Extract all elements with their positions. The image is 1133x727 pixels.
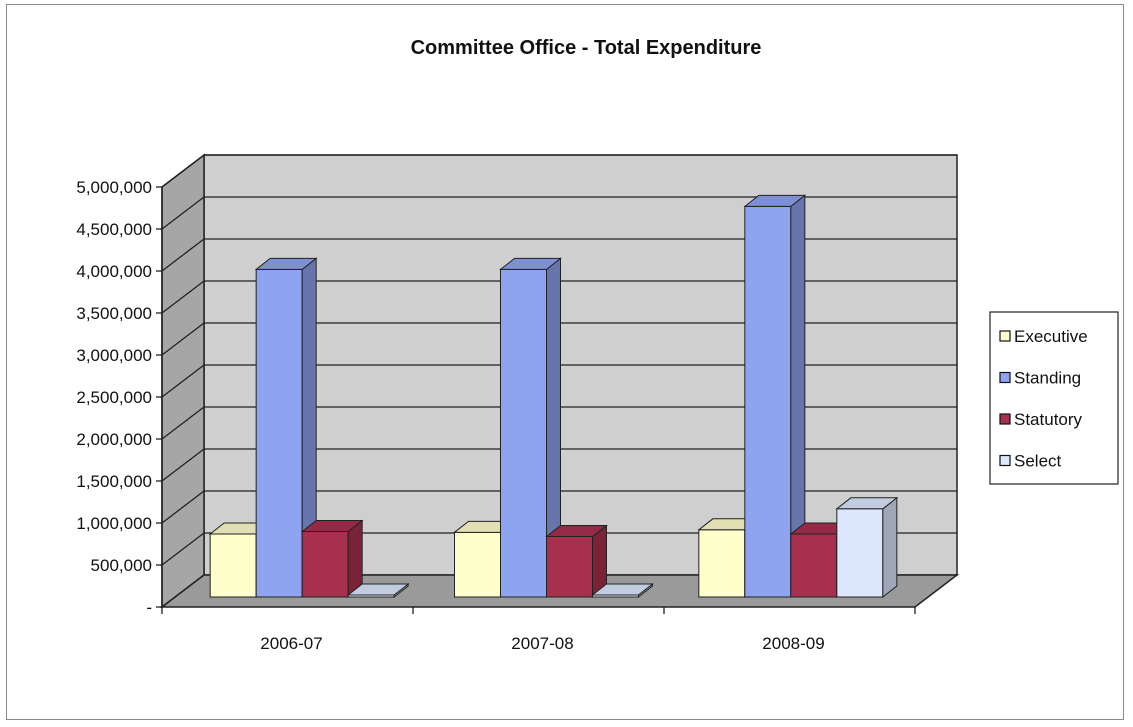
- gridline: [161, 448, 957, 482]
- x-tick-label: 2007-08: [511, 634, 573, 653]
- gridline: [161, 322, 957, 356]
- gridline: [161, 280, 957, 314]
- y-tick-label: 4,000,000: [76, 262, 152, 281]
- gridline: [161, 154, 957, 188]
- bar: [499, 257, 562, 599]
- legend-box: [989, 311, 1119, 485]
- y-tick-label: 5,000,000: [76, 178, 152, 197]
- legend-label: Statutory: [1014, 410, 1083, 429]
- legend-swatch: [999, 413, 1011, 425]
- y-tick-label: 2,000,000: [76, 430, 152, 449]
- bar-front: [836, 508, 884, 598]
- gridline: [161, 490, 957, 524]
- bar: [346, 582, 410, 599]
- bar: [300, 519, 364, 599]
- bar-top: [254, 257, 318, 270]
- bar: [591, 582, 654, 599]
- y-tick-label: -: [146, 598, 152, 617]
- bar-front: [500, 268, 547, 598]
- bar-top: [743, 194, 807, 207]
- chart-title: Committee Office - Total Expenditure: [411, 37, 762, 59]
- bar: [545, 524, 608, 599]
- gridline: [161, 406, 957, 440]
- bar-front: [546, 536, 593, 598]
- bar-front: [744, 205, 792, 598]
- legend-swatch: [999, 371, 1011, 384]
- y-tick-label: 1,000,000: [76, 514, 152, 533]
- bar: [835, 496, 899, 599]
- x-tick-label: 2006-07: [260, 634, 322, 653]
- bar-front: [790, 533, 838, 598]
- bar-front: [454, 531, 501, 598]
- gridline: [161, 196, 957, 230]
- bar-top: [499, 257, 562, 270]
- bar-side: [882, 496, 898, 599]
- y-tick-label: 3,500,000: [76, 304, 152, 323]
- legend-swatch: [999, 330, 1011, 342]
- bar: [743, 194, 807, 599]
- bar-front: [255, 268, 303, 598]
- legend-swatch: [999, 454, 1011, 467]
- y-tick-label: 2,500,000: [76, 388, 152, 407]
- x-tick-label: 2008-09: [762, 634, 824, 653]
- gridline: [161, 364, 957, 398]
- y-tick-label: 4,500,000: [76, 220, 152, 239]
- legend-label: Executive: [1014, 327, 1088, 346]
- bar-front: [698, 529, 746, 598]
- gridline: [161, 238, 957, 272]
- y-tick-label: 500,000: [91, 556, 152, 575]
- y-tick-label: 1,500,000: [76, 472, 152, 491]
- legend-label: Select: [1014, 452, 1062, 471]
- bar-front: [301, 530, 349, 598]
- legend-label: Standing: [1014, 369, 1081, 388]
- bar-front: [209, 533, 257, 598]
- bar-top: [300, 519, 364, 532]
- bar-top: [591, 583, 654, 596]
- y-tick-label: 3,000,000: [76, 346, 152, 365]
- bar-top: [346, 583, 410, 596]
- bar-top: [835, 497, 899, 510]
- bar-top: [545, 525, 608, 538]
- chart-legend: Executive Standing Statutory Select: [989, 311, 1119, 485]
